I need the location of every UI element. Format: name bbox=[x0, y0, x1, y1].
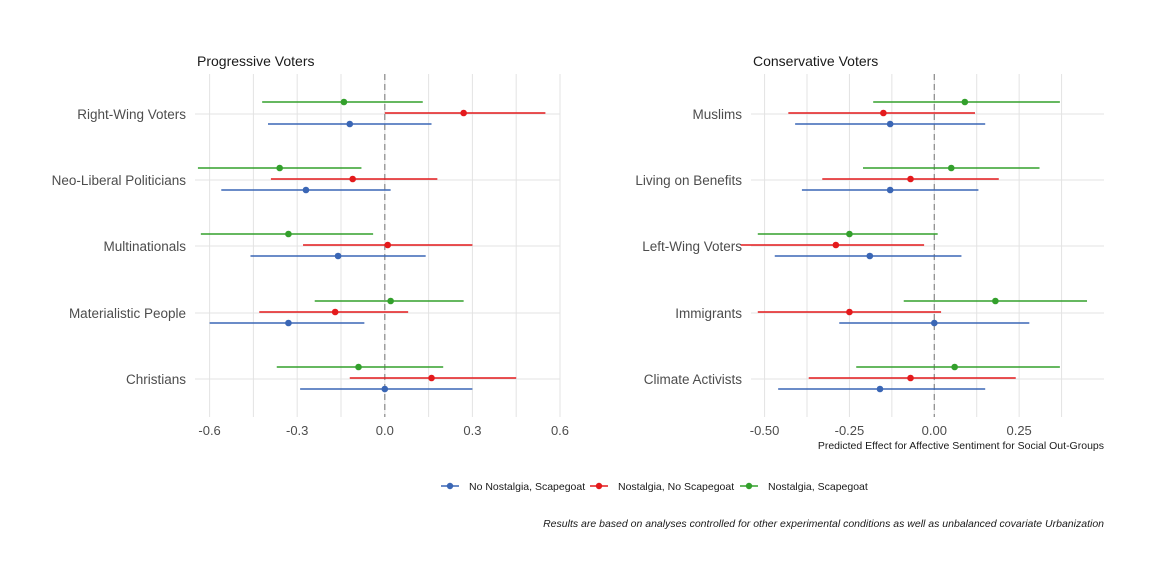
point-estimate-nostalgia-scapegoat bbox=[285, 230, 292, 238]
legend-label: Nostalgia, No Scapegoat bbox=[618, 481, 734, 493]
point-estimate-no-nostalgia-scapegoat bbox=[866, 252, 874, 260]
point-estimate-no-nostalgia-scapegoat bbox=[886, 120, 894, 128]
point-estimate-nostalgia-scapegoat bbox=[951, 363, 958, 371]
category-label-muslims: Muslims bbox=[693, 107, 743, 122]
point-estimate-no-nostalgia-scapegoat bbox=[302, 186, 310, 194]
category-label-climate-activists: Climate Activists bbox=[644, 372, 743, 387]
category-label-immigrants: Immigrants bbox=[675, 306, 742, 321]
point-estimate-nostalgia-no-scapegoat bbox=[880, 109, 887, 117]
point-estimate-nostalgia-no-scapegoat bbox=[832, 241, 840, 249]
panel-title: Conservative Voters bbox=[753, 53, 878, 69]
point-estimate-nostalgia-scapegoat bbox=[276, 164, 283, 172]
legend-item-no-nostalgia-scapegoat: No Nostalgia, Scapegoat bbox=[441, 481, 585, 493]
legend-swatch-point bbox=[595, 482, 603, 490]
category-label-neo-liberal-politicians: Neo-Liberal Politicians bbox=[52, 173, 187, 188]
x-tick-label: -0.25 bbox=[835, 423, 865, 438]
point-estimate-no-nostalgia-scapegoat bbox=[334, 252, 342, 260]
point-estimate-nostalgia-no-scapegoat bbox=[384, 241, 392, 249]
chart-panels: -0.6 -0.3 0.0 0.3 0.6 Right-Wing Voters Neo-Li… bbox=[52, 53, 1104, 438]
point-estimate-nostalgia-scapegoat bbox=[947, 164, 955, 172]
caption: Results are based on analyses controlled… bbox=[543, 518, 1104, 530]
legend-swatch-point bbox=[446, 482, 454, 490]
x-tick-label: 0.25 bbox=[1006, 423, 1031, 438]
point-estimate-no-nostalgia-scapegoat bbox=[930, 319, 938, 327]
panel-progressive-voters: -0.6 -0.3 0.0 0.3 0.6 Right-Wing Voters Neo-Li… bbox=[52, 53, 569, 438]
x-tick-label: 0.6 bbox=[551, 423, 569, 438]
point-estimate-no-nostalgia-scapegoat bbox=[381, 385, 389, 393]
legend-item-nostalgia-scapegoat: Nostalgia, Scapegoat bbox=[740, 481, 868, 493]
point-estimate-nostalgia-scapegoat bbox=[992, 297, 999, 305]
point-estimate-nostalgia-scapegoat bbox=[387, 297, 394, 305]
point-estimate-no-nostalgia-scapegoat bbox=[285, 319, 292, 327]
point-estimate-no-nostalgia-scapegoat bbox=[886, 186, 894, 194]
category-label-right-wing-voters: Right-Wing Voters bbox=[77, 107, 186, 122]
point-estimate-nostalgia-no-scapegoat bbox=[331, 308, 339, 316]
category-label-living-on-benefits: Living on Benefits bbox=[635, 173, 742, 188]
point-estimate-no-nostalgia-scapegoat bbox=[876, 385, 884, 393]
point-estimate-nostalgia-no-scapegoat bbox=[428, 374, 435, 382]
x-tick-label: -0.50 bbox=[750, 423, 780, 438]
legend: No Nostalgia, Scapegoat Nostalgia, No Sca… bbox=[441, 481, 868, 493]
point-estimate-nostalgia-scapegoat bbox=[340, 98, 348, 106]
x-tick-label: -0.6 bbox=[198, 423, 220, 438]
x-tick-label: 0.0 bbox=[376, 423, 394, 438]
category-label-multinationals: Multinationals bbox=[103, 239, 186, 254]
legend-swatch-point bbox=[745, 482, 753, 490]
legend-item-nostalgia-no-scapegoat: Nostalgia, No Scapegoat bbox=[590, 481, 734, 493]
point-estimate-nostalgia-no-scapegoat bbox=[460, 109, 467, 117]
point-estimate-nostalgia-no-scapegoat bbox=[349, 175, 356, 183]
category-label-materialistic-people: Materialistic People bbox=[69, 306, 186, 321]
x-tick-label: -0.3 bbox=[286, 423, 308, 438]
point-estimate-nostalgia-no-scapegoat bbox=[907, 175, 914, 183]
point-estimate-nostalgia-no-scapegoat bbox=[907, 374, 914, 382]
panel-title: Progressive Voters bbox=[197, 53, 315, 69]
x-tick-label: 0.3 bbox=[463, 423, 481, 438]
panel-conservative-voters: -0.50 -0.25 0.00 0.25 Muslims Living on Benef… bbox=[635, 53, 1104, 438]
x-tick-label: 0.00 bbox=[922, 423, 947, 438]
point-estimate-nostalgia-scapegoat bbox=[355, 363, 362, 371]
category-label-left-wing-voters: Left-Wing Voters bbox=[642, 239, 742, 254]
point-estimate-nostalgia-scapegoat bbox=[846, 230, 853, 238]
point-estimate-nostalgia-no-scapegoat bbox=[846, 308, 853, 316]
point-estimate-nostalgia-scapegoat bbox=[961, 98, 969, 106]
category-label-christians: Christians bbox=[126, 372, 186, 387]
legend-label: No Nostalgia, Scapegoat bbox=[469, 481, 585, 493]
legend-label: Nostalgia, Scapegoat bbox=[768, 481, 868, 493]
x-axis-label: Predicted Effect for Affective Sentiment… bbox=[818, 440, 1104, 452]
point-estimate-no-nostalgia-scapegoat bbox=[346, 120, 354, 128]
